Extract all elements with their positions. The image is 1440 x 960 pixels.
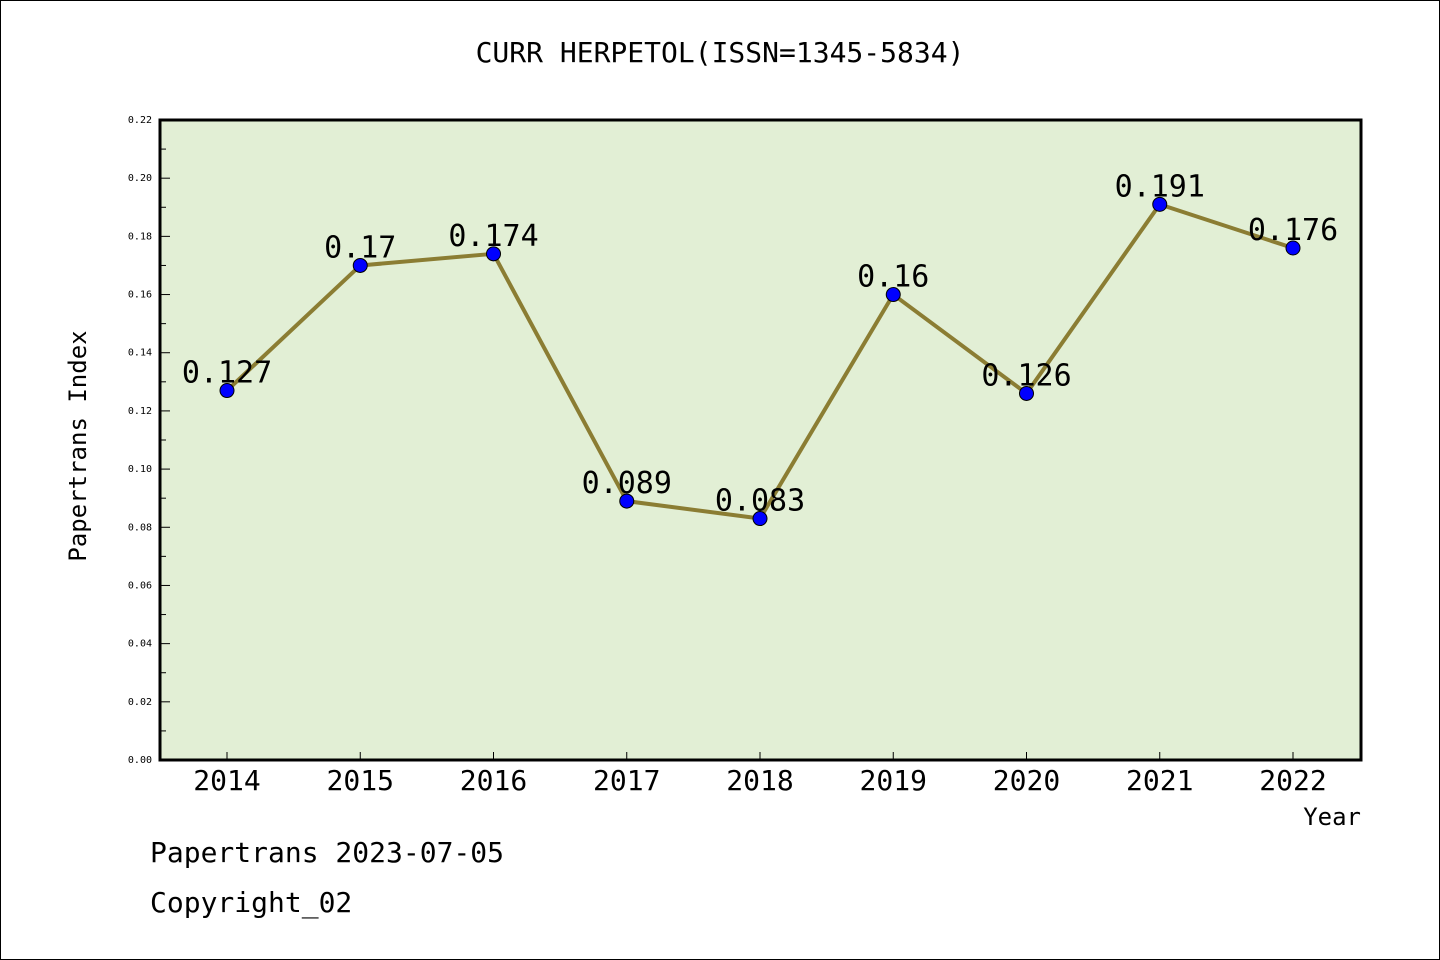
x-tick-label: 2021 [1126, 764, 1193, 797]
y-tick-label: 0.22 [128, 115, 152, 126]
plot-area [160, 120, 1361, 760]
data-label: 0.089 [582, 466, 672, 501]
y-tick-label: 0.02 [128, 697, 152, 708]
data-point [752, 511, 768, 527]
data-point [1285, 240, 1301, 256]
y-tick-label: 0.04 [128, 639, 152, 650]
x-axis-label: Year [1303, 803, 1361, 831]
data-point [352, 257, 368, 273]
data-label: 0.17 [324, 230, 396, 265]
y-tick-label: 0.20 [128, 173, 152, 184]
y-tick-label: 0.10 [128, 464, 152, 475]
data-label: 0.083 [715, 484, 805, 519]
y-tick-label: 0.18 [128, 231, 152, 242]
x-tick-label: 2022 [1259, 764, 1326, 797]
data-label: 0.127 [182, 356, 272, 391]
x-tick-label: 2018 [726, 764, 793, 797]
x-tick-label: 2017 [593, 764, 660, 797]
y-tick-label: 0.16 [128, 290, 152, 301]
data-point [619, 493, 635, 509]
x-tick-label: 2014 [193, 764, 260, 797]
data-point [885, 287, 901, 303]
data-point [219, 383, 235, 399]
y-tick-label: 0.12 [128, 406, 152, 417]
data-label: 0.126 [981, 358, 1071, 393]
x-tick-label: 2015 [327, 764, 394, 797]
chart-title: CURR HERPETOL(ISSN=1345-5834) [475, 36, 965, 69]
data-label: 0.16 [857, 260, 929, 295]
x-tick-label: 2020 [993, 764, 1060, 797]
y-tick-label: 0.08 [128, 522, 152, 533]
footer-date: Papertrans 2023-07-05 [150, 836, 505, 869]
data-label: 0.176 [1248, 213, 1338, 248]
data-point [486, 246, 501, 262]
x-tick-label: 2016 [460, 764, 527, 797]
x-tick-label: 2019 [860, 764, 927, 797]
data-point [1019, 385, 1034, 401]
plot-border [158, 118, 1363, 762]
y-tick-label: 0.00 [128, 755, 152, 766]
data-label: 0.191 [1115, 169, 1205, 204]
y-tick-label: 0.06 [128, 580, 152, 591]
y-axis-label: Papertrans Index [64, 330, 92, 561]
data-label: 0.174 [448, 219, 538, 254]
footer-copyright: Copyright_02 [150, 886, 353, 919]
data-point [1152, 196, 1168, 212]
y-tick-label: 0.14 [128, 348, 152, 359]
